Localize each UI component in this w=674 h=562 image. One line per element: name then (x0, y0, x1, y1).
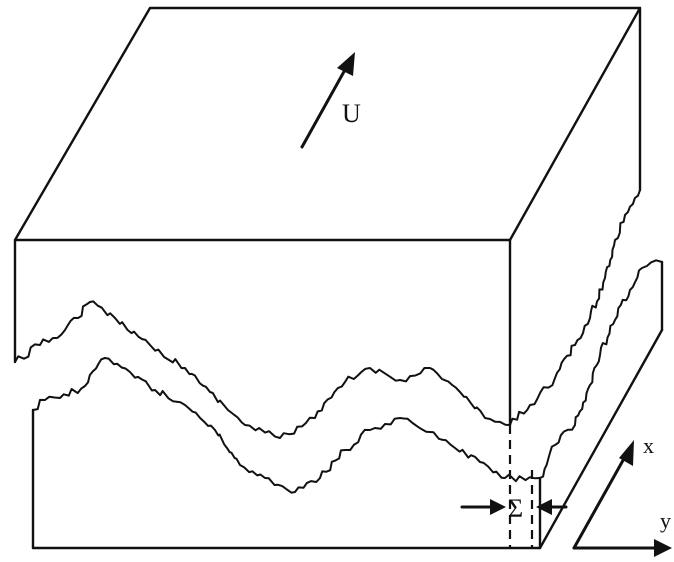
upper-block-top-face (13, 6, 642, 242)
upper-surface-side-profile (509, 189, 641, 426)
lower-block (31, 259, 664, 550)
x-axis-label: x (643, 433, 654, 458)
y-axis-arrowhead (654, 539, 672, 557)
velocity-arrow-shaft (300, 66, 348, 149)
aperture-right-arrowhead (536, 499, 552, 515)
lower-surface-side-profile (539, 259, 663, 479)
y-axis-label: y (660, 508, 671, 533)
upper-block (13, 6, 642, 439)
aperture-label: Σ (508, 494, 523, 523)
lower-surface-front-profile (32, 357, 541, 494)
aperture-left-arrowhead (490, 499, 506, 515)
velocity-arrowhead (337, 52, 355, 76)
lower-block-bottom-right-edge (538, 328, 664, 550)
velocity-label: U (342, 99, 361, 128)
x-axis-line (572, 453, 628, 550)
x-axis-arrowhead (619, 440, 634, 466)
upper-surface-front-profile (14, 300, 511, 439)
coordinate-axes: x y (572, 433, 672, 557)
aperture-marker: Σ (460, 425, 568, 548)
velocity-arrow: U (300, 52, 361, 149)
